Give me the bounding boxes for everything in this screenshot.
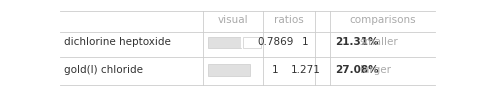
Text: larger: larger xyxy=(360,65,391,75)
Text: 1: 1 xyxy=(272,65,279,75)
Text: 0.7869: 0.7869 xyxy=(257,38,294,48)
Text: 27.08%: 27.08% xyxy=(336,65,379,75)
Bar xyxy=(241,37,242,48)
Text: dichlorine heptoxide: dichlorine heptoxide xyxy=(64,38,171,48)
Text: ratios: ratios xyxy=(274,15,304,25)
Text: 1: 1 xyxy=(302,38,309,48)
Bar xyxy=(208,37,241,48)
Text: smaller: smaller xyxy=(360,38,398,48)
Bar xyxy=(242,37,261,48)
Bar xyxy=(208,64,250,76)
Text: 1.271: 1.271 xyxy=(291,65,321,75)
Text: visual: visual xyxy=(217,15,248,25)
Text: gold(I) chloride: gold(I) chloride xyxy=(64,65,143,75)
Text: 21.31%: 21.31% xyxy=(336,38,379,48)
Text: comparisons: comparisons xyxy=(349,15,415,25)
